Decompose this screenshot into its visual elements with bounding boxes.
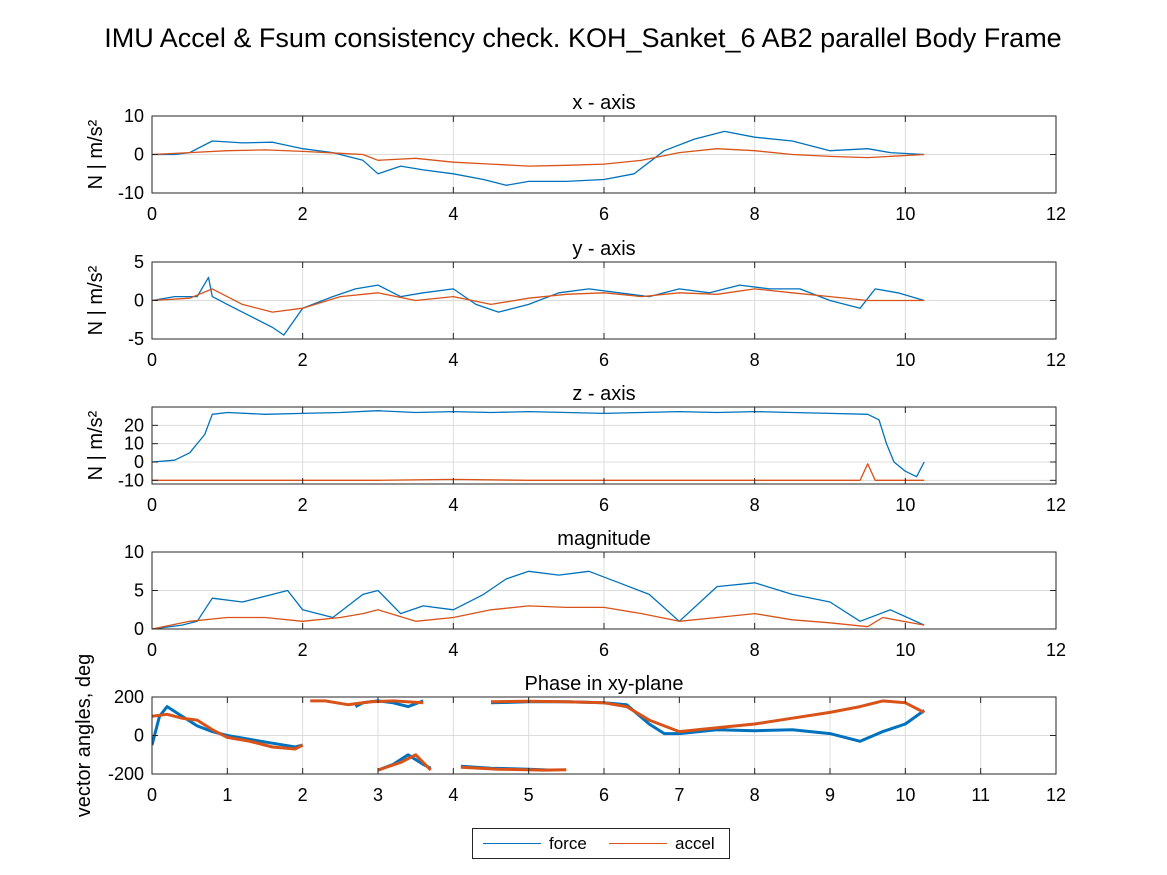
subplot-title: x - axis: [572, 92, 635, 114]
y-tick-label: 0: [134, 726, 144, 746]
series-line-force: [152, 130, 925, 186]
series-line-force: [152, 276, 925, 336]
y-tick-label: 10: [124, 542, 144, 562]
series-group: [152, 699, 926, 772]
x-tick-label: 6: [599, 785, 609, 805]
series-line-accel: [310, 699, 424, 707]
x-tick-label: 6: [599, 204, 609, 224]
x-tick-label: 2: [298, 495, 308, 515]
x-tick-label: 5: [524, 785, 534, 805]
x-tick-label: 10: [895, 495, 915, 515]
x-tick-label: 2: [298, 785, 308, 805]
x-tick-label: 8: [750, 350, 760, 370]
x-tick-label: 2: [298, 204, 308, 224]
y-tick-label: 5: [134, 252, 144, 272]
x-tick-label: 11: [971, 785, 990, 805]
series-line-accel: [152, 712, 304, 751]
subplot-title: y - axis: [572, 238, 635, 260]
series-line-accel: [490, 699, 925, 734]
y-axis-label: N | m/s²: [85, 410, 107, 480]
x-tick-label: 8: [750, 204, 760, 224]
y-tick-label: -200: [108, 764, 144, 784]
x-tick-label: 0: [147, 204, 157, 224]
subplot-4: 0 2 4 6 8 10 12 0 5 10 magnitude: [124, 528, 1066, 660]
x-tick-label: 1: [222, 785, 232, 805]
x-tick-label: 0: [147, 640, 157, 660]
x-tick-label: 12: [1046, 640, 1066, 660]
y-axis-label: N | m/s²: [85, 265, 107, 335]
x-tick-label: 8: [750, 495, 760, 515]
x-tick-label: 8: [750, 640, 760, 660]
series-line-accel: [460, 765, 567, 772]
y-tick-label: 10: [124, 106, 144, 126]
x-tick-label: 2: [298, 350, 308, 370]
series-line-accel: [152, 463, 925, 481]
x-tick-label: 4: [448, 204, 458, 224]
x-tick-label: 10: [895, 785, 915, 805]
x-tick-label: 10: [895, 204, 915, 224]
series-line-accel: [377, 753, 432, 772]
y-tick-label: 0: [134, 619, 144, 639]
subplot-title: magnitude: [557, 528, 650, 550]
x-tick-label: 9: [825, 785, 835, 805]
x-tick-label: 10: [895, 640, 915, 660]
y-tick-label: 10: [124, 434, 144, 454]
series-line-accel: [152, 148, 925, 167]
legend-label-force: force: [549, 833, 587, 853]
x-tick-label: 0: [147, 350, 157, 370]
x-tick-label: 2: [298, 640, 308, 660]
x-tick-label: 10: [895, 350, 915, 370]
x-tick-label: 8: [750, 785, 760, 805]
y-tick-label: -10: [118, 470, 144, 490]
x-tick-label: 6: [599, 640, 609, 660]
x-tick-label: 4: [448, 495, 458, 515]
x-tick-label: 0: [147, 495, 157, 515]
y-tick-label: 0: [134, 291, 144, 311]
series-line-force: [152, 570, 925, 629]
y-tick-label: -10: [118, 183, 144, 203]
y-tick-label: 20: [124, 415, 144, 435]
x-tick-label: 12: [1046, 495, 1066, 515]
x-tick-label: 6: [599, 350, 609, 370]
legend: force accel: [472, 828, 730, 859]
y-tick-label: 200: [114, 687, 144, 707]
series-group: [152, 276, 925, 336]
legend-item-force: force: [483, 829, 587, 858]
x-tick-label: 4: [448, 785, 458, 805]
y-axis-label: vector angles, deg: [73, 654, 95, 817]
legend-label-accel: accel: [675, 833, 715, 853]
series-line-accel: [152, 605, 925, 629]
x-tick-label: 4: [448, 640, 458, 660]
series-line-force: [152, 410, 925, 478]
x-tick-label: 12: [1046, 785, 1066, 805]
series-group: [152, 570, 925, 629]
y-tick-label: 5: [134, 581, 144, 601]
y-tick-label: -5: [128, 329, 144, 349]
x-tick-label: 12: [1046, 350, 1066, 370]
series-line-force: [152, 705, 304, 749]
figure-title: IMU Accel & Fsum consistency check. KOH_…: [104, 23, 1061, 53]
y-axis-label: N | m/s²: [85, 119, 107, 189]
y-tick-label: 0: [134, 452, 144, 472]
x-tick-label: 3: [373, 785, 383, 805]
accel-swatch: [609, 843, 667, 844]
force-swatch: [483, 843, 541, 844]
series-line-accel: [152, 288, 925, 313]
x-tick-label: 7: [674, 785, 684, 805]
legend-item-accel: accel: [609, 829, 715, 858]
x-tick-label: 12: [1046, 204, 1066, 224]
subplot-title: Phase in xy-plane: [525, 673, 684, 695]
series-group: [152, 410, 925, 481]
x-tick-label: 0: [147, 785, 157, 805]
subplot-title: z - axis: [572, 383, 635, 405]
x-tick-label: 4: [448, 350, 458, 370]
series-group: [152, 130, 925, 186]
y-tick-label: 0: [134, 145, 144, 165]
x-tick-label: 6: [599, 495, 609, 515]
